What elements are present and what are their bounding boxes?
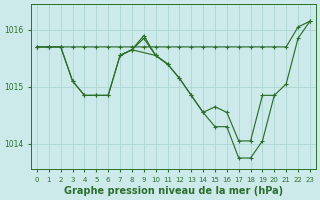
X-axis label: Graphe pression niveau de la mer (hPa): Graphe pression niveau de la mer (hPa): [64, 186, 283, 196]
